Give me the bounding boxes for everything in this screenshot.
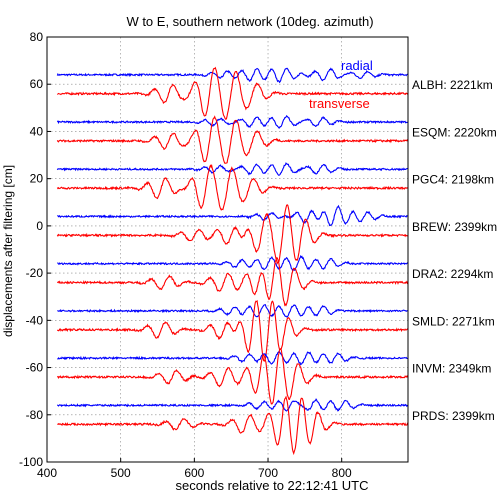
station-label: DRA2: 2294km xyxy=(412,267,493,281)
radial-trace xyxy=(57,304,408,318)
transverse-trace xyxy=(56,204,409,265)
station-label: ESQM: 2220km xyxy=(412,125,497,139)
transverse-trace xyxy=(56,163,409,211)
radial-trace xyxy=(56,162,409,176)
plot-area: ALBH: 2221km ESQM: 2220km PGC4: 2198km BREW… xyxy=(19,30,497,480)
y-tick-label: 40 xyxy=(30,124,44,138)
radial-trace xyxy=(57,254,409,272)
y-tick-label: -100 xyxy=(19,455,43,469)
x-axis-label: seconds relative to 22:12:41 UTC xyxy=(176,478,369,493)
y-tick-label: 20 xyxy=(30,172,44,186)
radial-trace xyxy=(57,351,409,366)
radial-trace xyxy=(57,204,409,227)
chart-title: W to E, southern network (10deg. azimuth… xyxy=(126,14,373,29)
x-tick-label: 400 xyxy=(37,466,57,480)
station-label: PRDS: 2399km xyxy=(412,409,495,423)
x-tick-label: 500 xyxy=(111,466,131,480)
y-tick-label: -80 xyxy=(26,408,44,422)
y-axis-label: displacements after filtering [cm] xyxy=(1,165,15,337)
radial-trace xyxy=(56,398,409,412)
x-tick-label: 700 xyxy=(258,466,278,480)
legend-radial: radial xyxy=(341,58,373,73)
station-label: SMLD: 2271km xyxy=(412,314,495,328)
y-tick-label: 60 xyxy=(30,77,44,91)
transverse-trace xyxy=(57,395,409,456)
radial-trace xyxy=(56,115,409,129)
transverse-trace xyxy=(56,115,409,164)
transverse-trace xyxy=(56,66,409,121)
transverse-trace xyxy=(56,299,408,363)
y-tick-label: 80 xyxy=(30,30,44,44)
y-tick-label: -60 xyxy=(26,361,44,375)
station-label: INVM: 2349km xyxy=(412,362,491,376)
y-tick-label: 0 xyxy=(36,219,43,233)
y-tick-label: -40 xyxy=(26,313,44,327)
transverse-trace xyxy=(56,257,409,307)
station-label: BREW: 2399km xyxy=(412,220,497,234)
station-label: PGC4: 2198km xyxy=(412,173,494,187)
x-tick-label: 600 xyxy=(184,466,204,480)
y-tick-label: -20 xyxy=(26,266,44,280)
radial-trace xyxy=(56,67,409,84)
x-tick-label: 800 xyxy=(332,466,352,480)
axes-frame xyxy=(46,36,409,463)
station-label: ALBH: 2221km xyxy=(412,78,493,92)
legend-transverse: transverse xyxy=(309,96,370,111)
transverse-trace xyxy=(56,348,409,405)
